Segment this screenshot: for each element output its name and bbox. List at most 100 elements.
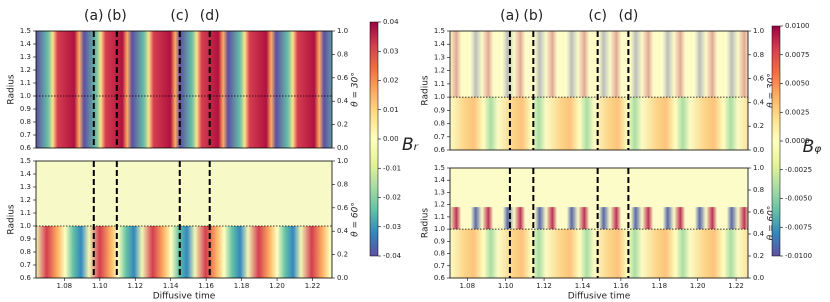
y-tick-label: 1.1	[434, 213, 445, 221]
y-tick-label: 1.2	[434, 67, 445, 75]
y2-tick-label: 0.2	[337, 251, 348, 259]
y2-tick-label: 0.8	[337, 50, 348, 58]
y2-tick-label: 0.4	[337, 227, 349, 235]
x-tick-label: 1.08	[57, 282, 73, 290]
colorbar-tick-label: -0.02	[383, 194, 401, 202]
y-tick-label: 0.8	[20, 118, 31, 126]
y2-tick-label: 0.0	[753, 274, 764, 282]
event-label: (a)	[84, 8, 104, 24]
y-tick-label: 1.2	[434, 201, 445, 209]
field	[450, 31, 748, 98]
y2-tick-label: 0.4	[753, 230, 765, 238]
y-tick-label: 1.4	[20, 170, 32, 178]
plot-frame	[35, 160, 333, 279]
colorbar-tick-label: 0.03	[383, 47, 399, 55]
y-tick-label: 1.4	[434, 176, 446, 184]
y2-tick-label: 0.4	[753, 98, 765, 106]
x-axis-label: Diffusive time	[568, 292, 631, 302]
x-axis-label: Diffusive time	[153, 292, 216, 302]
y2-tick-label: 0.2	[753, 122, 764, 130]
y2-tick-label: 0.8	[753, 51, 764, 59]
y2-tick-label: 0.0	[337, 274, 348, 282]
y-tick-label: 1.4	[20, 40, 32, 48]
x-tick-label: 1.16	[198, 282, 214, 290]
y-tick-label: 1.5	[434, 27, 445, 35]
y-tick-label: 0.6	[434, 146, 446, 154]
y-tick-label: 1.2	[20, 66, 31, 74]
y2-tick-label: 1.0	[753, 27, 764, 35]
y-axis-label: Radius	[7, 74, 17, 104]
event-label: (c)	[588, 8, 607, 24]
y2-tick-label: 0.6	[753, 75, 765, 83]
y-tick-label: 1.3	[20, 53, 31, 61]
colorbar-tick-label: -0.03	[383, 223, 401, 231]
event-label: (b)	[523, 8, 543, 24]
y-tick-label: 0.7	[20, 131, 31, 139]
x-tick-label: 1.12	[127, 282, 143, 290]
y-tick-label: 1.0	[20, 222, 31, 230]
field	[450, 229, 748, 278]
y-tick-label: 1.4	[434, 40, 446, 48]
y2-tick-label: 0.6	[337, 74, 349, 82]
y2-axis-label: θ = 30°	[351, 72, 361, 107]
y-tick-label: 0.9	[20, 105, 31, 113]
x-tick-label: 1.20	[690, 282, 706, 290]
colorbar-label: Bᵣ	[402, 135, 419, 155]
y-tick-label: 0.8	[434, 250, 445, 258]
y-tick-label: 0.9	[434, 106, 445, 114]
y-tick-label: 1.2	[20, 196, 31, 204]
colorbar-tick-label: 0.04	[383, 18, 399, 26]
y-tick-label: 0.9	[20, 235, 31, 243]
x-tick-label: 1.22	[305, 282, 321, 290]
event-label: (d)	[200, 8, 220, 24]
y2-axis-label: θ = 30°	[767, 73, 777, 108]
x-tick-label: 1.12	[536, 282, 552, 290]
field	[36, 96, 332, 148]
y-tick-label: 1.5	[20, 27, 31, 35]
y2-tick-label: 0.6	[337, 204, 349, 212]
y2-tick-label: 1.0	[337, 27, 348, 35]
field	[450, 97, 748, 150]
colorbar-tick-label: 0.0050	[785, 80, 810, 88]
y-tick-label: 1.1	[20, 79, 31, 87]
y-tick-label: 1.5	[20, 157, 31, 165]
field	[36, 31, 332, 96]
y-tick-label: 0.7	[434, 133, 445, 141]
field	[36, 226, 332, 278]
colorbar-tick-label: -0.04	[383, 252, 402, 260]
y2-axis-label: θ = 60°	[351, 202, 361, 237]
y2-tick-label: 1.0	[753, 164, 764, 172]
y-tick-label: 0.6	[434, 274, 446, 282]
y2-tick-label: 0.8	[753, 186, 764, 194]
y2-tick-label: 0.8	[337, 180, 348, 188]
x-tick-label: 1.18	[234, 282, 250, 290]
colorbar-tick-label: -0.0075	[785, 223, 812, 231]
y-tick-label: 1.1	[20, 209, 31, 217]
field	[450, 207, 748, 230]
event-label: (d)	[618, 8, 638, 24]
y-tick-label: 0.6	[20, 144, 32, 152]
y2-tick-label: 0.6	[753, 208, 765, 216]
colorbar-tick-label: 0.0100	[785, 22, 810, 30]
y-tick-label: 1.3	[434, 188, 445, 196]
y-tick-label: 1.3	[434, 53, 445, 61]
y-tick-label: 1.3	[20, 183, 31, 191]
y2-tick-label: 0.0	[753, 146, 764, 154]
plot-frame	[449, 167, 749, 279]
y2-tick-label: 0.4	[337, 97, 349, 105]
event-label: (a)	[500, 8, 520, 24]
y-tick-label: 0.6	[20, 274, 32, 282]
y-axis-label: Radius	[421, 75, 431, 105]
plot-frame	[449, 30, 749, 151]
colorbar-label: Bᵩ	[803, 137, 822, 157]
y-tick-label: 0.7	[434, 262, 445, 270]
colorbar-tick-label: 0.0025	[785, 108, 810, 116]
x-tick-label: 1.22	[728, 282, 744, 290]
colorbar	[369, 21, 379, 257]
colorbar-tick-label: 0.00	[383, 135, 399, 143]
colorbar-tick-label: -0.0050	[785, 195, 812, 203]
y-tick-label: 1.0	[20, 92, 31, 100]
x-tick-label: 1.16	[613, 282, 629, 290]
